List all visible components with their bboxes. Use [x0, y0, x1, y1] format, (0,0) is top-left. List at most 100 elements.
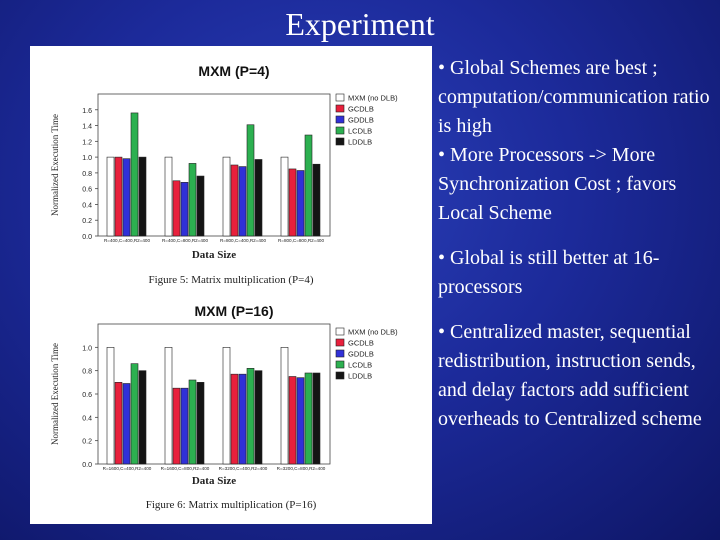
- bar: [246, 124, 255, 237]
- bar: [230, 373, 239, 465]
- legend-label: LCDLB: [348, 127, 372, 136]
- bullet-global-16: • Global is still better at 16-processor…: [438, 247, 660, 298]
- figure-caption: Figure 5: Matrix multiplication (P=4): [148, 274, 313, 286]
- bar: [196, 175, 205, 237]
- bar: [254, 159, 263, 237]
- bar: [106, 347, 115, 465]
- y-tick-label: 1.6: [82, 108, 92, 115]
- bar: [288, 376, 297, 465]
- legend-swatch: [335, 126, 345, 135]
- bar: [172, 387, 181, 465]
- x-tick-label: R=800,C=400,R2=400: [220, 238, 267, 243]
- bar: [222, 156, 231, 237]
- legend-label: LCDLB: [348, 361, 372, 370]
- y-tick-label: 0.2: [82, 218, 92, 225]
- y-tick-label: 0.0: [82, 234, 92, 241]
- bar: [312, 372, 321, 465]
- bar: [122, 383, 131, 465]
- plot-frame: [97, 93, 331, 237]
- legend-swatch: [335, 137, 345, 146]
- bar: [122, 158, 131, 237]
- bullet-centralized-overheads: • Centralized master, sequential redistr…: [438, 321, 702, 430]
- x-tick-label: R=3200,C=800,R2=400: [277, 466, 326, 471]
- bar: [138, 156, 147, 237]
- slide-title: Experiment: [285, 6, 435, 42]
- bar: [238, 373, 247, 465]
- bar: [188, 379, 197, 465]
- legend-label: GDDLB: [348, 116, 374, 125]
- legend-label: GCDLB: [348, 105, 374, 114]
- y-tick-label: 0.8: [82, 369, 92, 376]
- y-tick-label: 0.4: [82, 415, 92, 422]
- bar: [164, 347, 173, 465]
- bullet-global-best: • Global Schemes are best ; computation/…: [438, 57, 710, 137]
- bar: [188, 163, 197, 237]
- chart-title: MXM (P=4): [198, 63, 269, 79]
- bar: [230, 164, 239, 237]
- y-axis-label: Normalized Execution Time: [50, 114, 60, 216]
- bar: [304, 134, 313, 237]
- legend-swatch: [335, 360, 345, 369]
- bar: [280, 347, 289, 465]
- x-tick-label: R=1600,C=400,R2=400: [103, 466, 152, 471]
- legend-swatch: [335, 115, 345, 124]
- y-tick-label: 1.2: [82, 139, 92, 146]
- bar: [172, 180, 181, 237]
- chart-title: MXM (P=16): [195, 303, 274, 319]
- y-tick-label: 0.6: [82, 187, 92, 194]
- legend-label: GDDLB: [348, 350, 374, 359]
- legend-label: MXM (no DLB): [348, 94, 398, 103]
- legend-label: LDDLB: [348, 138, 372, 147]
- y-tick-label: 1.4: [82, 124, 92, 131]
- figures-svg: MXM (P=4) 0.0 0.2 0.4 0.6 0.8 1.0 1.2 1.4 1.6 Norm…: [50, 63, 398, 511]
- bar: [312, 163, 321, 237]
- bar: [246, 368, 255, 465]
- bar: [288, 168, 297, 237]
- bar: [130, 112, 139, 237]
- legend-swatch: [335, 338, 345, 347]
- bar: [180, 182, 189, 237]
- bar: [130, 363, 139, 465]
- x-tick-label: R=3200,C=400,R2=400: [219, 466, 268, 471]
- x-axis-label: Data Size: [192, 475, 236, 487]
- bar: [304, 372, 313, 465]
- legend-label: MXM (no DLB): [348, 328, 398, 337]
- bar: [164, 156, 173, 237]
- x-axis-label: Data Size: [192, 249, 236, 261]
- bar: [254, 370, 263, 465]
- bar: [106, 156, 115, 237]
- y-axis-label: Normalized Execution Time: [50, 343, 60, 445]
- bar: [296, 170, 305, 237]
- y-tick-label: 1.0: [82, 155, 92, 162]
- bar: [114, 382, 123, 465]
- y-tick-label: 1.0: [82, 345, 92, 352]
- legend-swatch: [335, 327, 345, 336]
- bar: [196, 382, 205, 465]
- bar: [296, 377, 305, 465]
- y-tick-label: 0.0: [82, 462, 92, 469]
- y-tick-label: 0.6: [82, 392, 92, 399]
- bullet-sync-cost: • More Processors -> More Synchronizatio…: [438, 144, 677, 224]
- figure-caption: Figure 6: Matrix multiplication (P=16): [146, 499, 317, 511]
- bullet-list: • Global Schemes are best ; computation/…: [438, 54, 720, 434]
- bar: [138, 370, 147, 465]
- y-tick-label: 0.4: [82, 202, 92, 209]
- legend-label: GCDLB: [348, 339, 374, 348]
- y-tick-label: 0.8: [82, 171, 92, 178]
- bar: [280, 156, 289, 237]
- x-tick-label: R=800,C=800,R2=400: [278, 238, 325, 243]
- x-tick-label: R=400,C=800,R2=400: [162, 238, 209, 243]
- y-tick-label: 0.2: [82, 439, 92, 446]
- legend-swatch: [335, 104, 345, 113]
- legend-swatch: [335, 349, 345, 358]
- bar: [180, 387, 189, 465]
- figure-panel: MXM (P=4) 0.0 0.2 0.4 0.6 0.8 1.0 1.2 1.4 1.6 Norm…: [30, 46, 432, 524]
- legend-swatch: [335, 371, 345, 380]
- legend-swatch: [335, 93, 345, 102]
- legend-label: LDDLB: [348, 372, 372, 381]
- bar: [222, 347, 231, 465]
- x-tick-label: R=400,C=400,R2=400: [104, 238, 151, 243]
- bar: [114, 156, 123, 237]
- x-tick-label: R=1600,C=800,R2=400: [161, 466, 210, 471]
- bar: [238, 166, 247, 237]
